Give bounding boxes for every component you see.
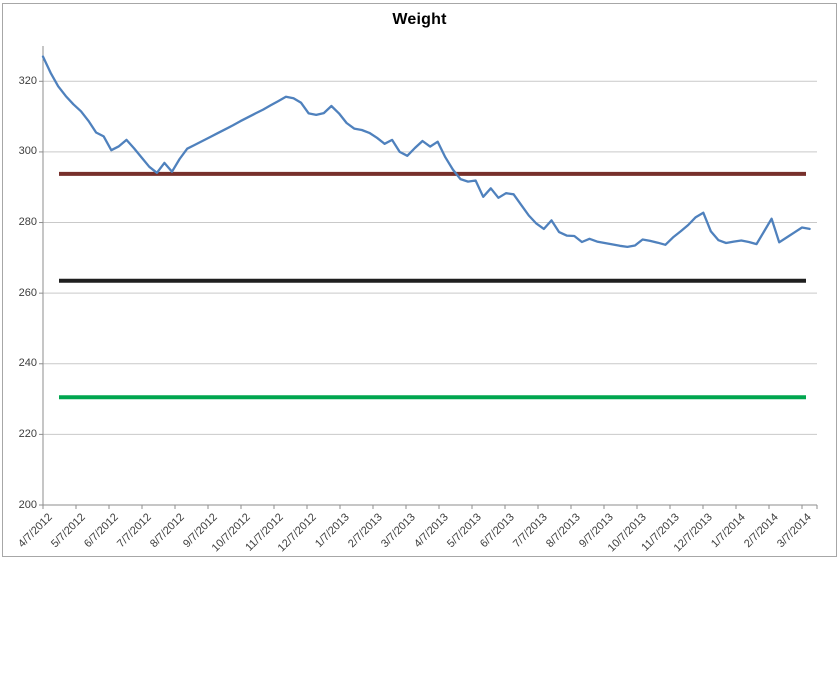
- y-axis-label: 300: [18, 145, 37, 158]
- y-axis-label: 240: [18, 357, 37, 370]
- y-axis-label: 200: [18, 498, 37, 511]
- weight-series-line: [41, 55, 811, 249]
- y-axis-label: 260: [18, 286, 37, 299]
- y-axis-label: 320: [18, 74, 37, 87]
- chart-title: Weight: [392, 11, 447, 28]
- y-axis-label: 280: [18, 216, 37, 229]
- y-axis-label: 220: [18, 427, 37, 440]
